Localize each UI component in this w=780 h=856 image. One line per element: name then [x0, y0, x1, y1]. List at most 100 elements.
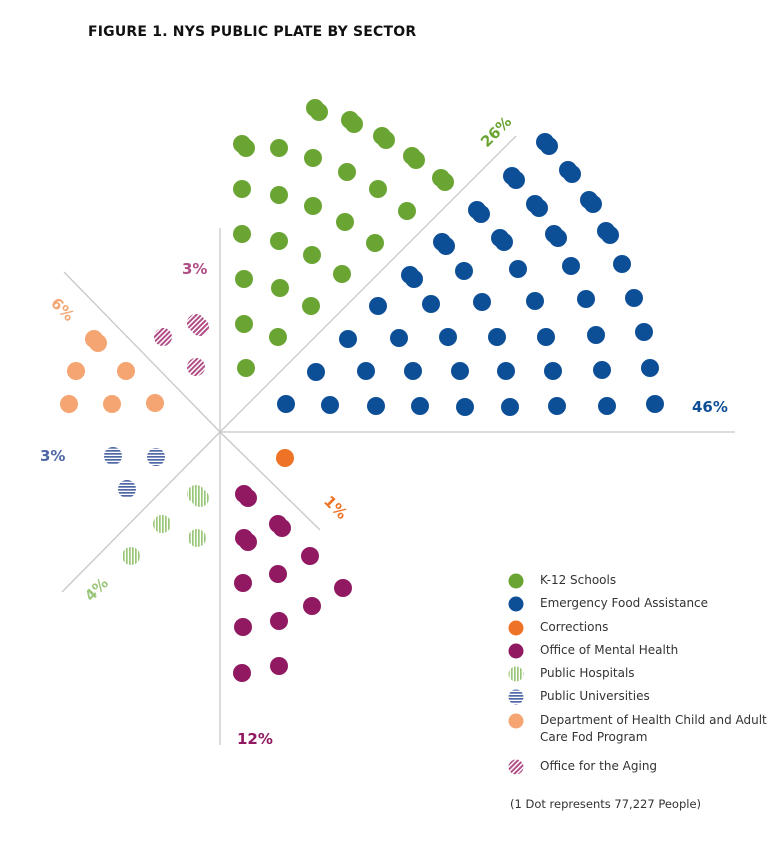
chart-title: FIGURE 1. NYS PUBLIC PLATE BY SECTOR: [88, 24, 417, 40]
dot-emergency-food-assistance: [497, 362, 515, 380]
dot-emergency-food-assistance: [601, 226, 619, 244]
dot-emergency-food-assistance: [548, 397, 566, 415]
dot-office-of-mental-health: [270, 657, 288, 675]
footnote: (1 Dot represents 77,227 People): [510, 797, 702, 811]
dot-emergency-food-assistance: [369, 297, 387, 315]
legend-label: Emergency Food Assistance: [540, 596, 709, 611]
legend-label: Department of Health Child and Adult Car…: [540, 712, 767, 744]
dot-office-of-mental-health: [273, 519, 291, 537]
dot-emergency-food-assistance: [549, 229, 567, 247]
dot-department-of-health-child-and-adult-care-fod-program: [67, 362, 85, 380]
dot-k-12-schools: [233, 180, 251, 198]
dot-k-12-schools: [237, 359, 255, 377]
dot-emergency-food-assistance: [411, 397, 429, 415]
dot-marks: [60, 99, 664, 682]
dot-emergency-food-assistance: [405, 270, 423, 288]
dot-office-of-mental-health: [233, 664, 251, 682]
dot-emergency-food-assistance: [339, 330, 357, 348]
divider-line: [61, 431, 221, 593]
dot-emergency-food-assistance: [307, 363, 325, 381]
dot-emergency-food-assistance: [451, 362, 469, 380]
dot-k-12-schools: [237, 139, 255, 157]
percent-label-public-universities: 3%: [40, 447, 65, 465]
dot-department-of-health-child-and-adult-care-fod-program: [89, 334, 107, 352]
dot-office-of-mental-health: [239, 489, 257, 507]
dot-public-universities: [104, 447, 122, 465]
dot-emergency-food-assistance: [598, 397, 616, 415]
dot-emergency-food-assistance: [507, 171, 525, 189]
dot-emergency-food-assistance: [540, 137, 558, 155]
dot-emergency-food-assistance: [488, 328, 506, 346]
dot-public-hospitals: [153, 515, 171, 533]
legend-item: Public Hospitals: [508, 665, 768, 688]
dot-office-of-mental-health: [301, 547, 319, 565]
percent-label-office-for-the-aging: 3%: [182, 260, 207, 278]
dot-k-12-schools: [366, 234, 384, 252]
dot-department-of-health-child-and-adult-care-fod-program: [146, 394, 164, 412]
percent-label-office-of-mental-health: 12%: [237, 730, 273, 748]
legend-item: K-12 Schools: [508, 572, 768, 595]
percent-label-public-hospitals: 4%: [81, 574, 112, 605]
percent-label-corrections: 1%: [320, 492, 351, 523]
dot-emergency-food-assistance: [390, 329, 408, 347]
dot-k-12-schools: [270, 232, 288, 250]
dot-k-12-schools: [302, 297, 320, 315]
dot-k-12-schools: [369, 180, 387, 198]
dot-emergency-food-assistance: [456, 398, 474, 416]
dot-emergency-food-assistance: [455, 262, 473, 280]
dot-k-12-schools: [338, 163, 356, 181]
legend-dot-icon: [508, 596, 524, 612]
dot-emergency-food-assistance: [509, 260, 527, 278]
dot-k-12-schools: [270, 139, 288, 157]
dot-k-12-schools: [233, 225, 251, 243]
dot-k-12-schools: [310, 103, 328, 121]
dot-office-for-the-aging: [187, 358, 205, 376]
legend-label: Office for the Aging: [540, 758, 658, 773]
dot-corrections: [276, 449, 294, 467]
dot-emergency-food-assistance: [646, 395, 664, 413]
dot-emergency-food-assistance: [641, 359, 659, 377]
dot-k-12-schools: [377, 131, 395, 149]
dot-k-12-schools: [398, 202, 416, 220]
dot-k-12-schools: [336, 213, 354, 231]
dot-public-universities: [118, 480, 136, 498]
legend-dot-icon: [508, 713, 524, 729]
dot-k-12-schools: [304, 149, 322, 167]
dot-emergency-food-assistance: [562, 257, 580, 275]
dot-emergency-food-assistance: [472, 205, 490, 223]
dot-emergency-food-assistance: [587, 326, 605, 344]
dot-emergency-food-assistance: [404, 362, 422, 380]
dot-department-of-health-child-and-adult-care-fod-program: [103, 395, 121, 413]
dot-office-of-mental-health: [334, 579, 352, 597]
dot-emergency-food-assistance: [439, 328, 457, 346]
dot-office-of-mental-health: [239, 533, 257, 551]
legend-item: Office for the Aging: [508, 758, 768, 781]
legend-dot-icon: [508, 759, 524, 775]
dot-k-12-schools: [304, 197, 322, 215]
dot-emergency-food-assistance: [437, 237, 455, 255]
dot-k-12-schools: [271, 279, 289, 297]
divider-line: [219, 431, 321, 531]
percent-label-k-12-schools: 26%: [477, 113, 515, 151]
dot-office-of-mental-health: [234, 618, 252, 636]
dot-k-12-schools: [235, 315, 253, 333]
legend-label: Corrections: [540, 619, 609, 634]
dot-public-hospitals: [188, 529, 206, 547]
legend-dot-icon: [508, 643, 524, 659]
dot-emergency-food-assistance: [530, 199, 548, 217]
dot-emergency-food-assistance: [495, 233, 513, 251]
legend-dot-icon: [508, 620, 524, 636]
dot-emergency-food-assistance: [422, 295, 440, 313]
legend-label: Public Universities: [540, 689, 650, 704]
percent-label-emergency-food-assistance: 46%: [692, 398, 728, 416]
dot-emergency-food-assistance: [277, 395, 295, 413]
divider-lines: [61, 135, 735, 745]
legend-label: Public Hospitals: [540, 666, 635, 681]
dot-emergency-food-assistance: [544, 362, 562, 380]
legend: K-12 Schools Emergency Food Assistance Cor…: [508, 572, 768, 781]
dot-k-12-schools: [436, 173, 454, 191]
dot-k-12-schools: [333, 265, 351, 283]
dot-department-of-health-child-and-adult-care-fod-program: [60, 395, 78, 413]
dot-emergency-food-assistance: [367, 397, 385, 415]
